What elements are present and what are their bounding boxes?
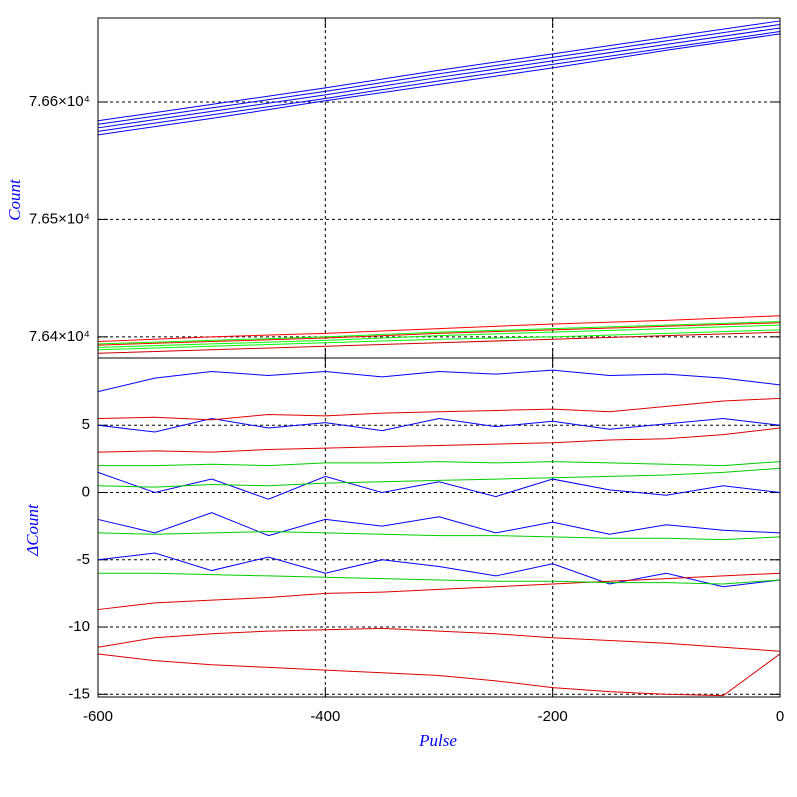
series-line: [97, 27, 781, 129]
series-line: [97, 397, 781, 421]
series-line: [97, 418, 781, 433]
plot-frame: [97, 357, 781, 698]
series-line: [98, 461, 781, 467]
series-line: [97, 331, 781, 354]
plot-frame: [97, 17, 781, 359]
y-axis-label: Count: [5, 178, 24, 221]
series-line: [97, 23, 781, 125]
series-line: [97, 552, 781, 588]
series-line: [97, 471, 781, 500]
series-line: [97, 572, 781, 611]
series-line: [97, 467, 781, 488]
series-line: [97, 653, 781, 697]
series-line: [97, 33, 781, 136]
x-axis-label: Pulse: [418, 731, 457, 750]
series-line: [97, 369, 781, 393]
y-tick-label: 7.65×10⁴: [29, 210, 90, 227]
x-tick-label: 0: [776, 708, 784, 725]
x-tick-label: -400: [310, 708, 340, 725]
series-line: [97, 329, 781, 351]
series-line: [97, 324, 781, 348]
y-tick-label: -15: [68, 685, 90, 702]
y-tick-label: -5: [77, 551, 90, 568]
series-line: [97, 512, 781, 537]
y-tick-label: 7.64×10⁴: [29, 328, 90, 345]
series-line: [97, 531, 781, 541]
x-tick-label: -200: [538, 708, 568, 725]
series-line: [97, 627, 781, 652]
series-line: [97, 315, 781, 343]
series-line: [97, 20, 781, 122]
y-tick-label: 0: [82, 483, 90, 500]
series-line: [97, 31, 781, 132]
series-line: [97, 321, 781, 345]
series-line: [97, 427, 781, 453]
y-axis-label: ΔCount: [23, 503, 42, 557]
y-tick-label: 7.66×10⁴: [29, 93, 90, 110]
series-line: [97, 322, 781, 346]
series-line: [98, 572, 781, 585]
x-tick-label: -600: [83, 708, 113, 725]
y-tick-label: 5: [82, 416, 90, 433]
y-tick-label: -10: [68, 618, 90, 635]
